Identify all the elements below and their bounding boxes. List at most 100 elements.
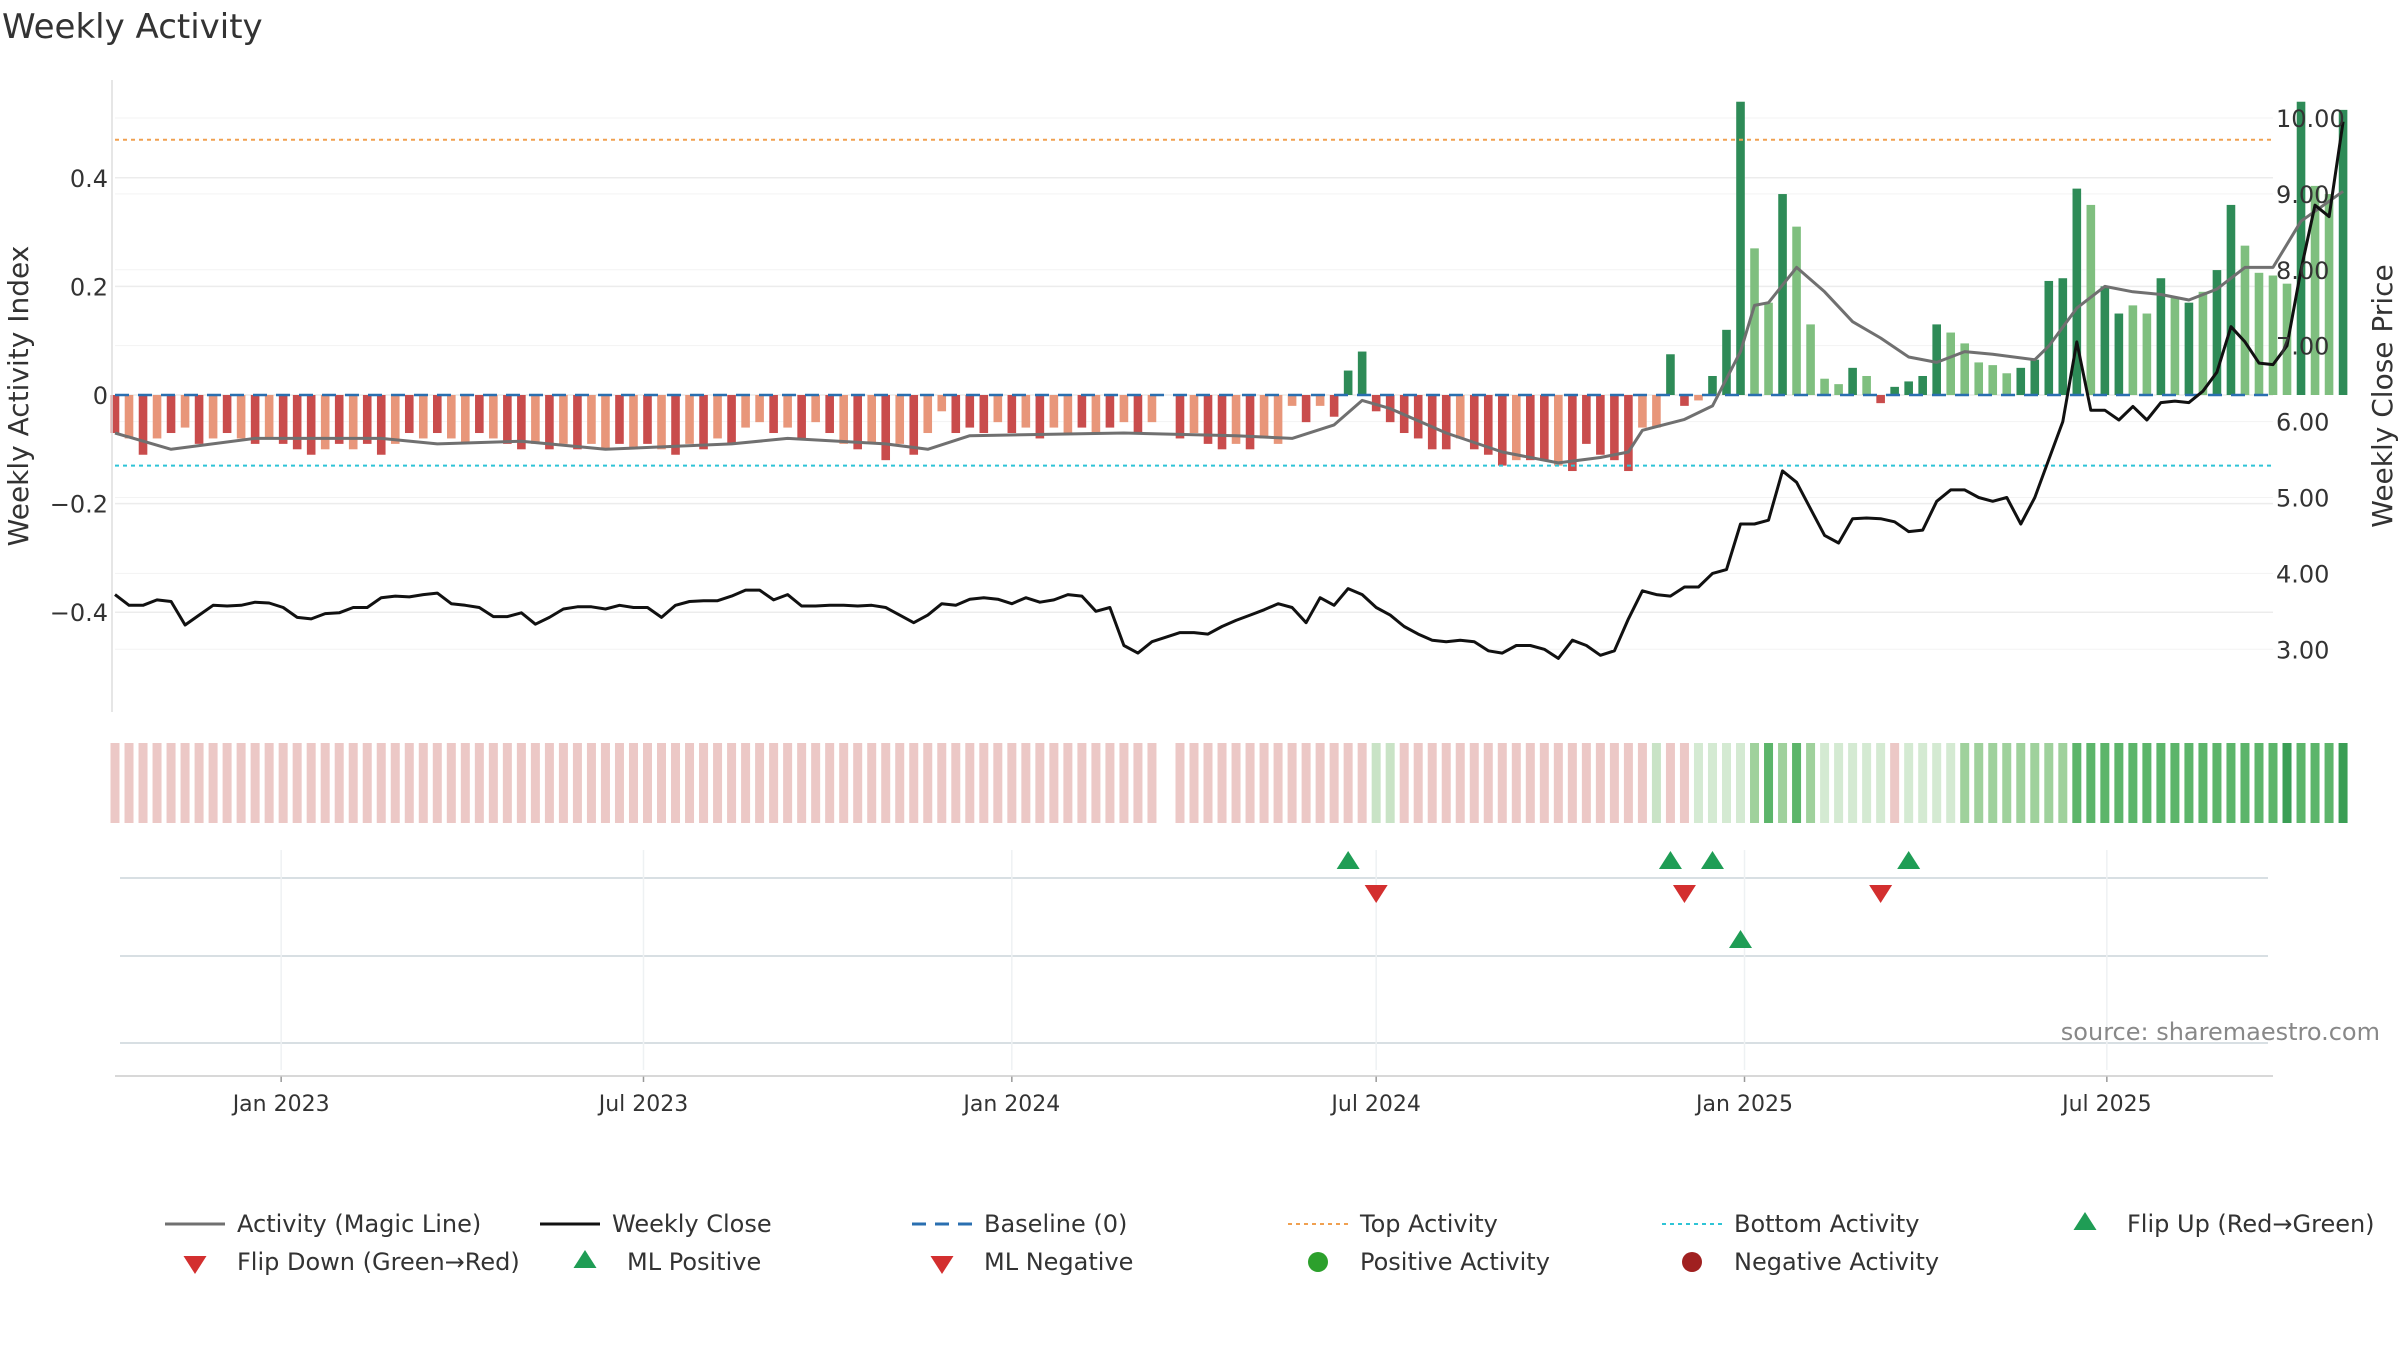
heat-strip-cell xyxy=(502,743,512,823)
legend-item: Activity (Magic Line) xyxy=(165,1210,481,1238)
heat-strip-cell xyxy=(1792,743,1802,823)
negative-activity-bar xyxy=(853,395,862,450)
positive-activity-bar xyxy=(2254,272,2264,395)
heat-strip-cell xyxy=(1203,743,1213,823)
heat-strip-cell xyxy=(1007,743,1017,823)
positive-activity-bar xyxy=(2100,286,2110,395)
heat-strip-cell xyxy=(264,743,274,823)
heat-strip-cell xyxy=(250,743,260,823)
heat-strip-cell xyxy=(2240,743,2250,823)
heat-strip-cell xyxy=(1497,743,1507,823)
positive-activity-bar xyxy=(1736,101,1745,396)
chart-title: Weekly Activity xyxy=(2,7,263,47)
heat-strip-cell xyxy=(2296,743,2306,823)
y-tick-label: −0.4 xyxy=(50,599,108,627)
source-label: source: sharemaestro.com xyxy=(2061,1018,2380,1046)
heat-strip-cell xyxy=(1974,743,1984,823)
heat-strip-cell xyxy=(797,743,807,823)
negative-activity-bar xyxy=(685,395,694,444)
negative-activity-bar xyxy=(320,395,330,450)
heat-strip-cell xyxy=(1595,743,1605,823)
negative-activity-bar xyxy=(1329,395,1339,417)
heat-strip-cell xyxy=(2268,743,2278,823)
heat-strip-cell xyxy=(1175,743,1185,823)
positive-activity-bar xyxy=(2338,109,2348,395)
heat-strip-cell xyxy=(1707,743,1717,823)
heat-strip-cell xyxy=(1469,743,1479,823)
magic-line-series xyxy=(114,190,2344,465)
heat-strip-cell xyxy=(1834,743,1844,823)
negative-activity-bar xyxy=(1483,395,1493,455)
negative-activity-bar xyxy=(979,395,989,434)
heat-strip-cell xyxy=(1077,743,1087,823)
heat-strip-cell xyxy=(2184,743,2194,823)
negative-activity-bar xyxy=(138,395,148,455)
heat-strip-cell xyxy=(208,743,218,823)
positive-activity-bar xyxy=(2170,297,2180,395)
legend-label: Weekly Close xyxy=(612,1210,772,1238)
negative-activity-bar xyxy=(937,395,947,412)
negative-activity-bar xyxy=(390,395,400,444)
negative-activity-bar xyxy=(1315,395,1325,406)
heat-strip-cell xyxy=(727,743,737,823)
legend-item: ML Positive xyxy=(573,1248,761,1276)
heat-strip-cell xyxy=(1021,743,1031,823)
heat-strip-cell xyxy=(404,743,414,823)
heat-strip-cell xyxy=(1315,743,1325,823)
negative-activity-bar xyxy=(292,395,302,450)
activity-heat-strip xyxy=(110,743,2348,823)
heat-strip-cell xyxy=(1357,743,1367,823)
heat-strip-cell xyxy=(2072,743,2082,823)
flip-up-marker xyxy=(1897,851,1921,869)
positive-activity-bar xyxy=(1792,226,1801,395)
heat-strip-cell xyxy=(194,743,204,823)
negative-activity-bar xyxy=(503,395,512,444)
negative-activity-bar xyxy=(1441,395,1451,450)
negative-activity-bar xyxy=(152,395,162,439)
y2-tick-label: 3.00 xyxy=(2276,636,2329,664)
heat-strip-cell xyxy=(1455,743,1465,823)
heat-strip-cell xyxy=(2324,743,2334,823)
heat-strip-cell xyxy=(755,743,765,823)
heat-strip-cell xyxy=(2100,743,2110,823)
heat-strip-cell xyxy=(488,743,498,823)
heat-strip-cell xyxy=(1960,743,1970,823)
negative-activity-bar xyxy=(1105,395,1115,428)
heat-strip-cell xyxy=(138,743,148,823)
negative-activity-bar xyxy=(923,395,933,434)
negative-activity-bar xyxy=(881,395,891,461)
heat-strip-cell xyxy=(1946,743,1956,823)
heat-strip-cell xyxy=(236,743,246,823)
negative-activity-bar xyxy=(1063,395,1073,434)
heat-strip-cell xyxy=(1273,743,1283,823)
legend-item: Flip Up (Red→Green) xyxy=(2073,1210,2375,1238)
legend-label: Flip Up (Red→Green) xyxy=(2127,1210,2375,1238)
legend-swatch-flip-up-red-green xyxy=(2073,1212,2097,1230)
heat-strip-cell xyxy=(881,743,891,823)
heat-strip-cell xyxy=(1427,743,1437,823)
heat-strip-cell xyxy=(1764,743,1774,823)
negative-activity-bar xyxy=(1077,395,1087,428)
heat-strip-cell xyxy=(614,743,624,823)
heat-strip-cell xyxy=(586,743,596,823)
heat-strip-cell xyxy=(1651,743,1661,823)
legend-item: Flip Down (Green→Red) xyxy=(183,1248,520,1276)
heat-strip-cell xyxy=(1301,743,1311,823)
heat-strip-cell xyxy=(1231,743,1241,823)
legend-label: Activity (Magic Line) xyxy=(237,1210,481,1238)
positive-activity-bar xyxy=(1834,384,1843,395)
positive-activity-bar xyxy=(1357,351,1367,395)
heat-strip-cell xyxy=(1329,743,1339,823)
y2-tick-label: 8.00 xyxy=(2276,257,2329,285)
negative-activity-bar xyxy=(895,395,905,444)
heat-strip-cell xyxy=(516,743,526,823)
heat-strip-cell xyxy=(1399,743,1409,823)
heat-strip-cell xyxy=(2016,743,2026,823)
heat-strip-cell xyxy=(1091,743,1101,823)
positive-activity-bar xyxy=(1343,370,1353,395)
negative-activity-bar xyxy=(1694,395,1703,401)
negative-activity-bar xyxy=(461,395,470,444)
heat-strip-cell xyxy=(278,743,288,823)
heat-strip-cell xyxy=(741,743,751,823)
negative-activity-bar xyxy=(1554,395,1563,466)
